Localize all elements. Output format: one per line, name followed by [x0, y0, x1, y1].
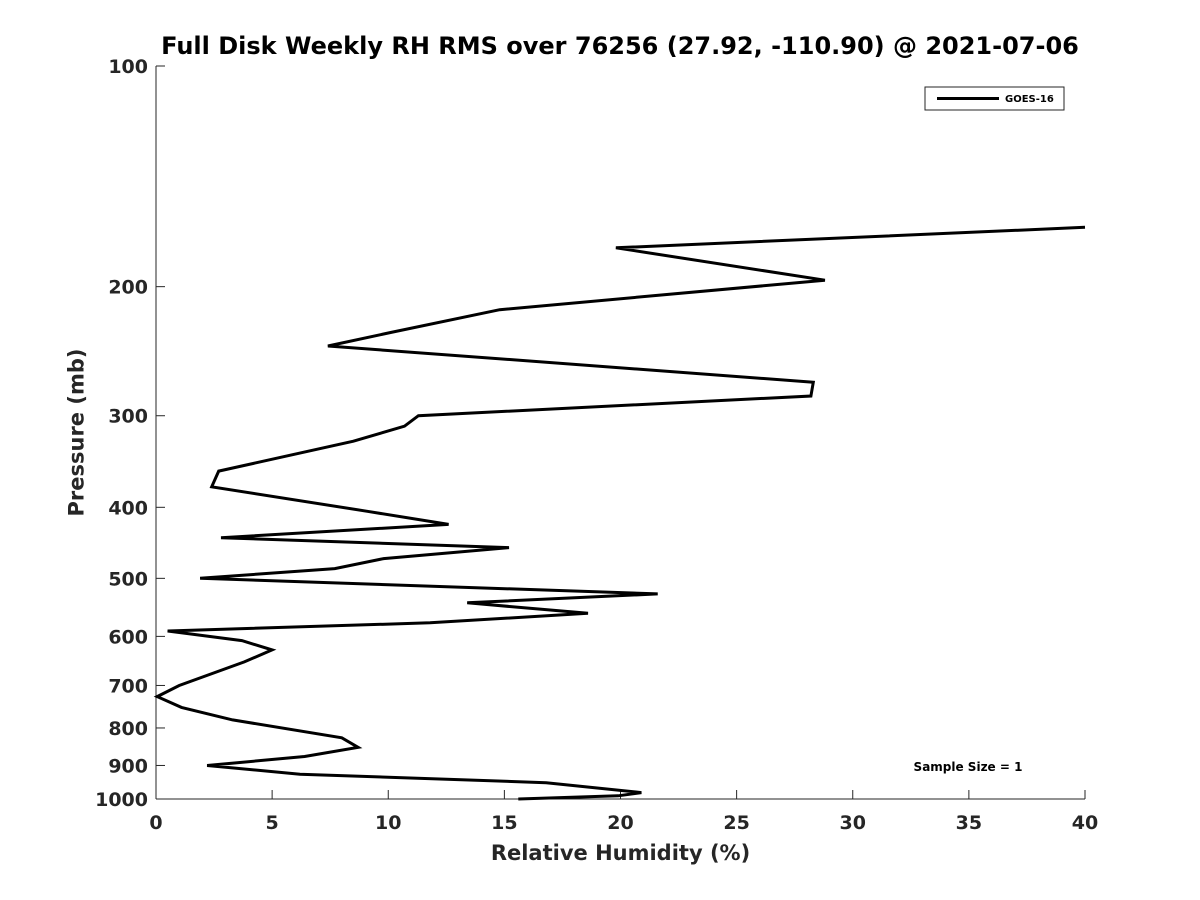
x-tick-label-25: 25 — [723, 812, 749, 834]
chart-title: Full Disk Weekly RH RMS over 76256 (27.9… — [161, 32, 1079, 60]
y-tick-label-400: 400 — [108, 497, 148, 519]
series-line-goes-16 — [153, 225, 1086, 801]
y-tick-label-700: 700 — [108, 675, 148, 697]
y-tick-label-1000: 1000 — [95, 789, 148, 811]
x-tick-label-20: 20 — [607, 812, 633, 834]
x-tick-label-15: 15 — [491, 812, 517, 834]
series-group — [153, 225, 1086, 801]
x-axis-label: Relative Humidity (%) — [491, 841, 750, 865]
y-tick-label-900: 900 — [108, 755, 148, 777]
y-axis-label: Pressure (mb) — [64, 349, 88, 517]
x-tick-label-30: 30 — [840, 812, 866, 834]
sample-size-annotation: Sample Size = 1 — [914, 760, 1023, 774]
y-tick-label-500: 500 — [108, 568, 148, 590]
y-tick-label-100: 100 — [108, 56, 148, 78]
y-tick-label-800: 800 — [108, 718, 148, 740]
x-tick-label-10: 10 — [375, 812, 401, 834]
y-tick-label-200: 200 — [108, 277, 148, 299]
legend-label-goes-16: GOES-16 — [1005, 94, 1054, 105]
x-tick-label-40: 40 — [1072, 812, 1098, 834]
y-ticks: 100 200 300 400 500 600 700 800 900 1000 — [95, 56, 165, 811]
x-ticks: 0 5 10 15 20 25 30 35 40 — [149, 790, 1098, 834]
x-tick-label-0: 0 — [149, 812, 162, 834]
x-tick-label-35: 35 — [956, 812, 982, 834]
y-tick-label-600: 600 — [108, 626, 148, 648]
legend: GOES-16 — [924, 86, 1065, 111]
y-tick-label-300: 300 — [108, 406, 148, 428]
x-tick-label-5: 5 — [266, 812, 279, 834]
axes — [155, 66, 1085, 800]
